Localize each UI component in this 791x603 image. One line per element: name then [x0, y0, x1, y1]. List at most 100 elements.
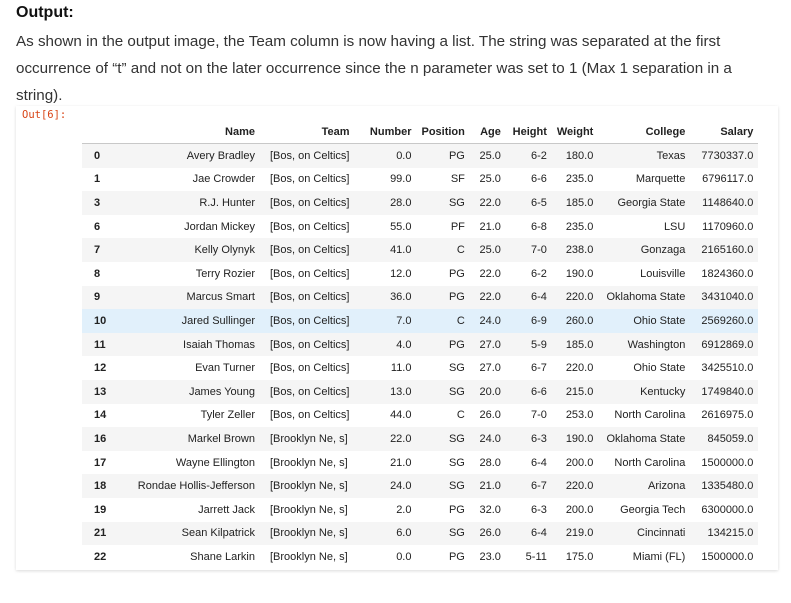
cell-col: Oklahoma State [606, 432, 686, 445]
cell-age: 25.0 [479, 244, 501, 257]
cell-age: 23.0 [479, 550, 501, 563]
table-row: 10 Jared Sullinger [Bos, on Celtics] 7.0 C 24… [82, 309, 759, 333]
cell-wt: 190.0 [565, 432, 594, 445]
cell-wt: 185.0 [565, 196, 594, 209]
cell-col: Louisville [640, 267, 686, 280]
cell-ht: 6-4 [530, 456, 547, 469]
table-row: 18 Rondae Hollis-Jefferson [Brooklyn Ne, s… [82, 474, 759, 498]
cell-pos: SG [448, 527, 465, 540]
cell-pos: PG [448, 338, 465, 351]
cell-name: Markel Brown [187, 432, 255, 445]
cell-name: Jared Sullinger [181, 314, 255, 327]
cell-team: [Brooklyn Ne, s] [270, 456, 348, 469]
cell-name: Avery Bradley [186, 149, 255, 162]
cell-col: LSU [663, 220, 686, 233]
cell-name: Rondae Hollis-Jefferson [137, 480, 255, 493]
cell-name: Evan Turner [195, 362, 255, 375]
cell-team: [Bos, on Celtics] [270, 196, 350, 209]
cell-team: [Bos, on Celtics] [270, 220, 350, 233]
cell-team: [Bos, on Celtics] [270, 291, 350, 304]
column-header-height: Height [505, 121, 552, 144]
row-index: 16 [94, 432, 107, 445]
table-row: 14 Tyler Zeller [Bos, on Celtics] 44.0 C 26.0… [82, 404, 758, 428]
table-row: 19 Jarrett Jack [Brooklyn Ne, s] 2.0 PG 32.0 6… [82, 498, 758, 522]
cell-team: [Brooklyn Ne, s] [270, 550, 348, 563]
column-header-team: Team [260, 121, 355, 144]
cell-sal: 1500000.0 [701, 456, 754, 469]
table-row: 12 Evan Turner [Bos, on Celtics] 11.0 SG 27.0… [82, 356, 758, 380]
table-header: Name Team Number Position Age Height Wei… [82, 121, 759, 144]
cell-age: 21.0 [479, 480, 501, 493]
column-header-name: Name [112, 121, 260, 144]
cell-ht: 6-2 [530, 267, 547, 280]
cell-col: Marquette [635, 173, 686, 186]
row-index: 14 [94, 409, 107, 422]
cell-ht: 6-2 [530, 149, 547, 162]
cell-name: James Young [188, 385, 255, 398]
cell-sal: 3431040.0 [701, 291, 754, 304]
cell-num: 44.0 [390, 409, 412, 422]
cell-team: [Brooklyn Ne, s] [270, 480, 348, 493]
dataframe-table: Name Team Number Position Age Height Wei… [82, 121, 759, 569]
cell-age: 21.0 [479, 220, 501, 233]
cell-pos: PG [448, 503, 465, 516]
cell-wt: 190.0 [565, 267, 594, 280]
cell-wt: 220.0 [565, 362, 594, 375]
cell-num: 2.0 [396, 503, 412, 516]
cell-team: [Bos, on Celtics] [270, 385, 350, 398]
row-index: 12 [94, 362, 107, 375]
cell-sal: 6796117.0 [702, 173, 754, 186]
column-header-age: Age [469, 121, 506, 144]
row-index: 3 [94, 196, 101, 209]
table-body: 0 Avery Bradley [Bos, on Celtics] 0.0 PG 25.0… [82, 143, 759, 569]
cell-ht: 6-7 [530, 362, 547, 375]
row-index: 11 [94, 338, 106, 351]
cell-wt: 260.0 [565, 314, 594, 327]
cell-name: Shane Larkin [190, 550, 255, 563]
row-index: 13 [94, 385, 107, 398]
cell-sal: 2616975.0 [701, 409, 754, 422]
cell-team: [Bos, on Celtics] [270, 267, 350, 280]
cell-ht: 6-4 [530, 527, 547, 540]
cell-ht: 6-8 [530, 220, 547, 233]
table-row: 8 Terry Rozier [Bos, on Celtics] 12.0 PG 22.0… [82, 262, 758, 286]
cell-col: North Carolina [614, 409, 686, 422]
table-row: 17 Wayne Ellington [Brooklyn Ne, s] 21.0 SG 2… [82, 451, 758, 475]
cell-age: 22.0 [479, 267, 501, 280]
cell-num: 41.0 [390, 244, 412, 257]
cell-ht: 6-4 [530, 291, 547, 304]
column-header-number: Number [354, 121, 417, 144]
cell-name: Tyler Zeller [200, 409, 255, 422]
row-index: 22 [94, 550, 107, 563]
row-index: 0 [94, 149, 101, 162]
cell-sal: 1170960.0 [702, 220, 754, 233]
cell-num: 6.0 [396, 527, 412, 540]
cell-sal: 134215.0 [707, 527, 754, 540]
cell-wt: 180.0 [565, 149, 594, 162]
cell-name: Jarrett Jack [198, 503, 255, 516]
cell-ht: 6-3 [530, 432, 547, 445]
cell-pos: PF [450, 220, 465, 233]
cell-name: Jordan Mickey [184, 220, 255, 233]
cell-age: 20.0 [479, 385, 501, 398]
table-row: 16 Markel Brown [Brooklyn Ne, s] 22.0 SG 24.0… [82, 427, 759, 451]
cell-ht: 6-7 [530, 480, 547, 493]
row-index: 7 [94, 244, 101, 257]
cell-name: Sean Kilpatrick [181, 527, 255, 540]
cell-team: [Bos, on Celtics] [270, 149, 350, 162]
table-row: 3 R.J. Hunter [Bos, on Celtics] 28.0 SG 22.0 6… [82, 191, 759, 215]
cell-ht: 6-9 [530, 314, 547, 327]
cell-team: [Bos, on Celtics] [270, 173, 350, 186]
header-row: Name Team Number Position Age Height Wei… [82, 121, 759, 144]
cell-num: 13.0 [390, 385, 412, 398]
cell-num: 12.0 [390, 267, 412, 280]
cell-num: 28.0 [390, 196, 412, 209]
explanation-paragraph: As shown in the output image, the Team c… [16, 33, 732, 104]
cell-ht: 7-0 [530, 244, 547, 257]
cell-ht: 7-0 [530, 409, 547, 422]
cell-sal: 845059.0 [707, 432, 754, 445]
cell-num: 22.0 [390, 432, 412, 445]
output-cell [16, 106, 778, 570]
cell-sal: 1335480.0 [701, 480, 754, 493]
cell-col: Georgia Tech [620, 503, 686, 516]
